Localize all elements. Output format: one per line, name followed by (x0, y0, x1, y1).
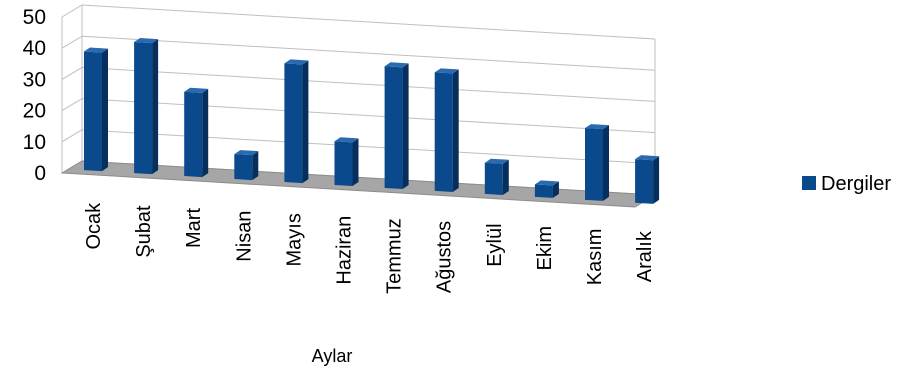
bars (84, 38, 660, 204)
bar-top (585, 124, 609, 130)
bar-top (334, 137, 359, 143)
y-tick-label: 30 (23, 68, 46, 91)
bar-front (84, 51, 102, 172)
y-tick-label: 50 (23, 6, 46, 29)
bar-front (184, 91, 203, 178)
x-tick-label: Şubat (133, 205, 155, 258)
x-tick-label: Ocak (83, 202, 105, 250)
x-tick-label: Mart (183, 208, 205, 248)
bar-Aralık (635, 155, 660, 204)
bar-top (84, 47, 108, 53)
x-tick-label: Aralık (634, 230, 656, 282)
bar-Temmuz (384, 62, 409, 190)
x-tick-label: Temmuz (384, 218, 406, 294)
bar-front (534, 184, 553, 198)
bar-Haziran (334, 137, 359, 187)
legend-label-dergiler: Dergiler (821, 173, 891, 195)
bar-side (653, 156, 660, 204)
gridline-50 (61, 4, 656, 40)
y-tick-label: 20 (23, 100, 46, 123)
y-tick-label: 10 (23, 131, 46, 154)
bar-front (484, 162, 503, 195)
x-tick-label: Nisan (233, 211, 255, 262)
bar-side (452, 69, 459, 192)
x-tick-label: Mayıs (283, 213, 305, 266)
bar-side (502, 159, 509, 195)
bar-front (234, 154, 253, 181)
x-tick-label: Ekim (534, 226, 556, 270)
bar-Kasım (585, 124, 609, 201)
bar-Şubat (134, 38, 159, 175)
x-tick-label: Haziran (334, 216, 356, 285)
bar-Mayıs (284, 59, 309, 184)
bar-side (152, 39, 159, 175)
bar-top (284, 59, 309, 65)
bar-front (134, 42, 153, 175)
y-tick-label: 40 (23, 37, 46, 60)
bar-top (384, 62, 409, 68)
bar-side (102, 48, 108, 172)
bar-Mart (184, 87, 209, 178)
bar-side (302, 60, 309, 184)
bar-Ağustos (434, 68, 459, 192)
bar-top (134, 38, 159, 44)
bar-top (534, 180, 559, 186)
bar-side (252, 151, 259, 181)
x-axis-labels: Ocak Şubat Mart Nisan Mayıs Haziran Temmuz Ağus… (83, 202, 656, 294)
x-tick-label: Kasım (584, 229, 606, 286)
bar-front (284, 63, 303, 184)
x-tick-label: Eylül (484, 223, 506, 266)
bar-Ekim (534, 180, 559, 198)
bar-side (202, 88, 209, 178)
bar-top (484, 158, 509, 164)
bar-Nisan (234, 150, 259, 181)
bar-front (635, 159, 654, 204)
bar-side (402, 63, 409, 190)
bar-side (352, 138, 359, 187)
legend-swatch-dergiler (802, 176, 816, 190)
legend: Dergiler (802, 173, 891, 195)
bar-front (384, 66, 403, 190)
y-axis-ticks: 0 10 20 30 40 50 (23, 6, 46, 185)
bar-top (184, 87, 209, 93)
bar-front (334, 141, 353, 187)
bar-side (603, 125, 609, 201)
bar-front (585, 128, 603, 201)
bar-top (635, 155, 660, 161)
bar-top (234, 150, 259, 156)
x-tick-label: Ağustos (434, 221, 456, 293)
bar-Eylül (484, 158, 509, 195)
bar-Ocak (84, 47, 108, 172)
bar-side (552, 181, 559, 198)
bar-front (434, 72, 453, 192)
x-axis-title: Aylar (312, 346, 353, 366)
bar-top (434, 68, 459, 74)
y-tick-label: 0 (34, 162, 46, 185)
